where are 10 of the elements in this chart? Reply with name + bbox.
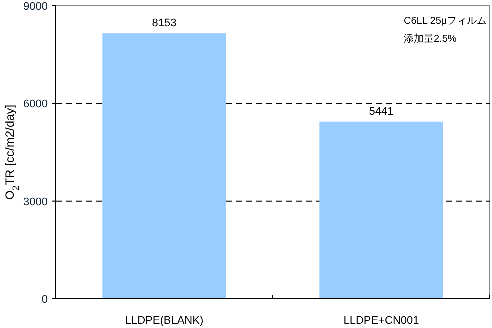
annotation: 添加量2.5% [404,33,457,45]
data-label: 5441 [369,106,394,118]
x-tick-label: LLDPE+CN001 [344,315,420,327]
y-tick-label: 6000 [24,98,48,111]
y-tick-label: 9000 [24,1,48,13]
y-tick-label: 0 [42,294,48,306]
x-tick-label: LLDPE(BLANK) [125,315,204,327]
annotation: C6LL 25μフィルム [404,16,488,27]
data-label: 8153 [152,18,177,30]
y-tick-label: 3000 [24,196,48,208]
